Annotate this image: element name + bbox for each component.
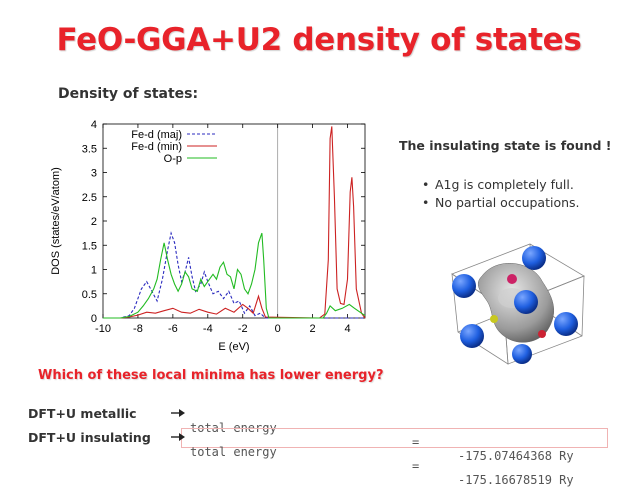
y-tick-label: 3 (91, 168, 97, 180)
energy-insulating-quantity: total energy (190, 445, 277, 459)
bullet-list: A1g is completely full. No partial occup… (402, 176, 580, 212)
legend-label: O-p (164, 153, 182, 165)
y-tick-label: 2 (91, 216, 97, 228)
energy-question: Which of these local minima has lower en… (38, 368, 384, 383)
dos-heading: Density of states: (58, 86, 199, 102)
y-tick-label: 3.5 (82, 143, 97, 155)
slide-title: FeO-GGA+U2 density of states (56, 22, 582, 58)
series-line-1 (103, 126, 366, 319)
bullet-a1g: A1g is completely full. (402, 176, 580, 194)
x-tick-label: 4 (344, 323, 350, 335)
x-tick-label: 0 (275, 323, 281, 335)
legend-label: Fe-d (maj) (131, 129, 182, 141)
label-insulating: DFT+U insulating (28, 430, 151, 445)
label-metallic: DFT+U metallic (28, 406, 137, 421)
arrow-right-icon (171, 409, 185, 417)
y-tick-label: 2.5 (82, 192, 97, 204)
dos-chart: -10 -8 -6 -4 -2 0 2 4 0 0.5 1 1.5 2 2.5 3 3.5 4 E (eV) DOS… (50, 119, 366, 353)
arrow-right-icon (171, 433, 185, 441)
legend-label: Fe-d (min) (131, 141, 182, 153)
energy-metallic-value: -175.07464368 Ry (458, 449, 574, 463)
series-line-2 (103, 232, 366, 319)
bullet-partial: No partial occupations. (402, 194, 580, 212)
energy-metallic: total energy = -175.07464368 Ry (190, 407, 574, 463)
x-tick-label: -10 (95, 323, 111, 335)
y-tick-label: 0.5 (82, 289, 97, 301)
x-tick-label: -8 (133, 323, 143, 335)
x-tick-label: 2 (310, 323, 316, 335)
x-tick-label: -2 (238, 323, 248, 335)
y-tick-label: 0 (91, 313, 97, 325)
energy-insulating-value: -175.16678519 Ry (458, 473, 574, 487)
series-line-0 (103, 231, 365, 319)
energy-insulating: total energy = -175.16678519 Ry (190, 431, 574, 487)
y-tick-label: 1.5 (82, 240, 97, 252)
insulating-note: The insulating state is found ! (399, 138, 612, 153)
y-tick-label: 4 (91, 119, 97, 131)
x-tick-label: -6 (168, 323, 178, 335)
y-axis-label: DOS (states/eV/atom) (50, 167, 62, 275)
y-tick-label: 1 (91, 265, 97, 277)
energy-metallic-eq: = (412, 435, 420, 449)
energy-insulating-eq: = (412, 459, 420, 473)
crystal-structure-image (451, 243, 585, 365)
x-axis-label: E (eV) (218, 341, 249, 353)
x-tick-label: -4 (203, 323, 213, 335)
